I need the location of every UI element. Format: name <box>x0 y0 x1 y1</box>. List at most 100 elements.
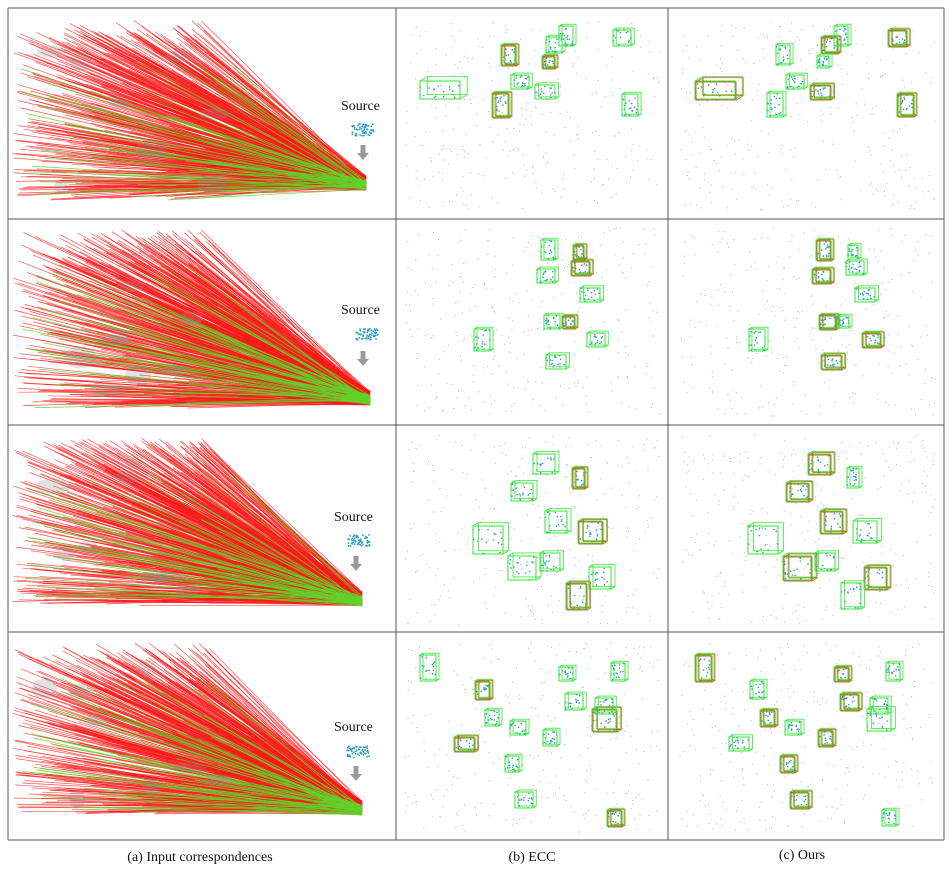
background-point <box>554 190 556 192</box>
instance-point <box>423 94 425 97</box>
background-point <box>535 707 537 710</box>
source-point <box>349 535 352 537</box>
inlier-line <box>38 104 367 186</box>
background-point <box>537 714 539 717</box>
background-point <box>635 748 638 751</box>
background-point <box>896 131 898 133</box>
gt-box <box>542 729 558 747</box>
background-point <box>494 355 496 357</box>
point-cluster <box>197 108 231 120</box>
inlier-line <box>136 680 363 807</box>
background-point <box>586 376 588 378</box>
background-point <box>597 80 599 82</box>
instance-point <box>523 486 526 489</box>
background-point <box>522 817 524 819</box>
gt-box <box>556 743 561 747</box>
inlier-line <box>178 490 363 604</box>
background-point <box>457 777 459 779</box>
source-point <box>353 534 355 537</box>
background-point <box>619 228 621 230</box>
outlier-line <box>47 595 363 607</box>
background-point <box>609 230 611 232</box>
background-point <box>577 236 580 239</box>
instance-point <box>546 64 549 66</box>
source-point <box>348 755 351 758</box>
source-point <box>370 125 373 128</box>
gt-box <box>591 706 597 710</box>
instance-point <box>528 792 530 795</box>
background-point <box>635 408 637 410</box>
instance-point <box>524 77 527 80</box>
estimate-box <box>575 466 589 488</box>
background-point <box>552 188 554 190</box>
background-point <box>652 666 655 668</box>
instance-point <box>515 487 518 490</box>
gt-box <box>491 92 509 118</box>
instance-point <box>541 564 544 567</box>
source-point <box>372 330 375 333</box>
gt-box <box>498 723 503 727</box>
background-point <box>606 622 608 625</box>
background-point <box>654 446 656 448</box>
source-point <box>367 330 370 332</box>
background-point <box>475 708 477 710</box>
background-point <box>475 498 477 501</box>
source-point <box>359 752 361 754</box>
outlier-line <box>189 44 367 179</box>
background-point <box>436 789 438 791</box>
background-point <box>464 804 466 806</box>
instance-point <box>546 511 549 514</box>
instance-point <box>519 493 521 495</box>
background-point <box>638 794 640 796</box>
background-point <box>578 311 580 313</box>
instance-point <box>579 585 582 588</box>
background-point <box>490 402 493 404</box>
background-point <box>548 346 551 348</box>
outlier-line <box>207 651 363 802</box>
point-cluster <box>141 779 160 797</box>
background-point <box>406 165 408 167</box>
source-point <box>374 329 377 332</box>
background-point <box>770 21 772 23</box>
background-point <box>593 168 595 170</box>
background-point <box>606 158 608 160</box>
background-point <box>933 199 935 201</box>
instance-point <box>545 322 547 325</box>
instance-point <box>485 713 488 715</box>
background-point <box>629 175 632 178</box>
background-point <box>823 29 825 31</box>
background-point <box>415 177 417 179</box>
gt-box <box>571 465 576 469</box>
background-point <box>545 131 547 133</box>
background-point <box>509 526 512 528</box>
inlier-line <box>115 355 371 397</box>
gt-box <box>561 50 566 54</box>
inlier-line <box>125 754 363 809</box>
gt-box <box>489 348 494 352</box>
instance-point <box>601 335 604 338</box>
estimate-box <box>607 810 623 828</box>
background-point <box>587 668 589 670</box>
background-point <box>541 300 543 302</box>
instance-point <box>511 483 514 486</box>
background-point <box>582 814 585 816</box>
background-point <box>462 204 464 206</box>
background-point <box>632 143 634 146</box>
background-point <box>520 616 522 618</box>
background-point <box>527 379 529 381</box>
instance-point <box>591 342 593 345</box>
inlier-line <box>45 94 367 190</box>
instance-point <box>515 77 517 79</box>
instance-point <box>489 715 491 717</box>
background-point <box>532 578 534 580</box>
background-point <box>628 482 630 484</box>
background-point <box>894 171 896 173</box>
background-point <box>414 290 416 292</box>
outlier-line <box>51 398 371 404</box>
background-point <box>648 815 650 817</box>
background-point <box>753 185 755 187</box>
background-point <box>474 305 476 308</box>
background-point <box>411 481 413 483</box>
source-point <box>350 750 353 753</box>
gt-box <box>544 53 558 67</box>
